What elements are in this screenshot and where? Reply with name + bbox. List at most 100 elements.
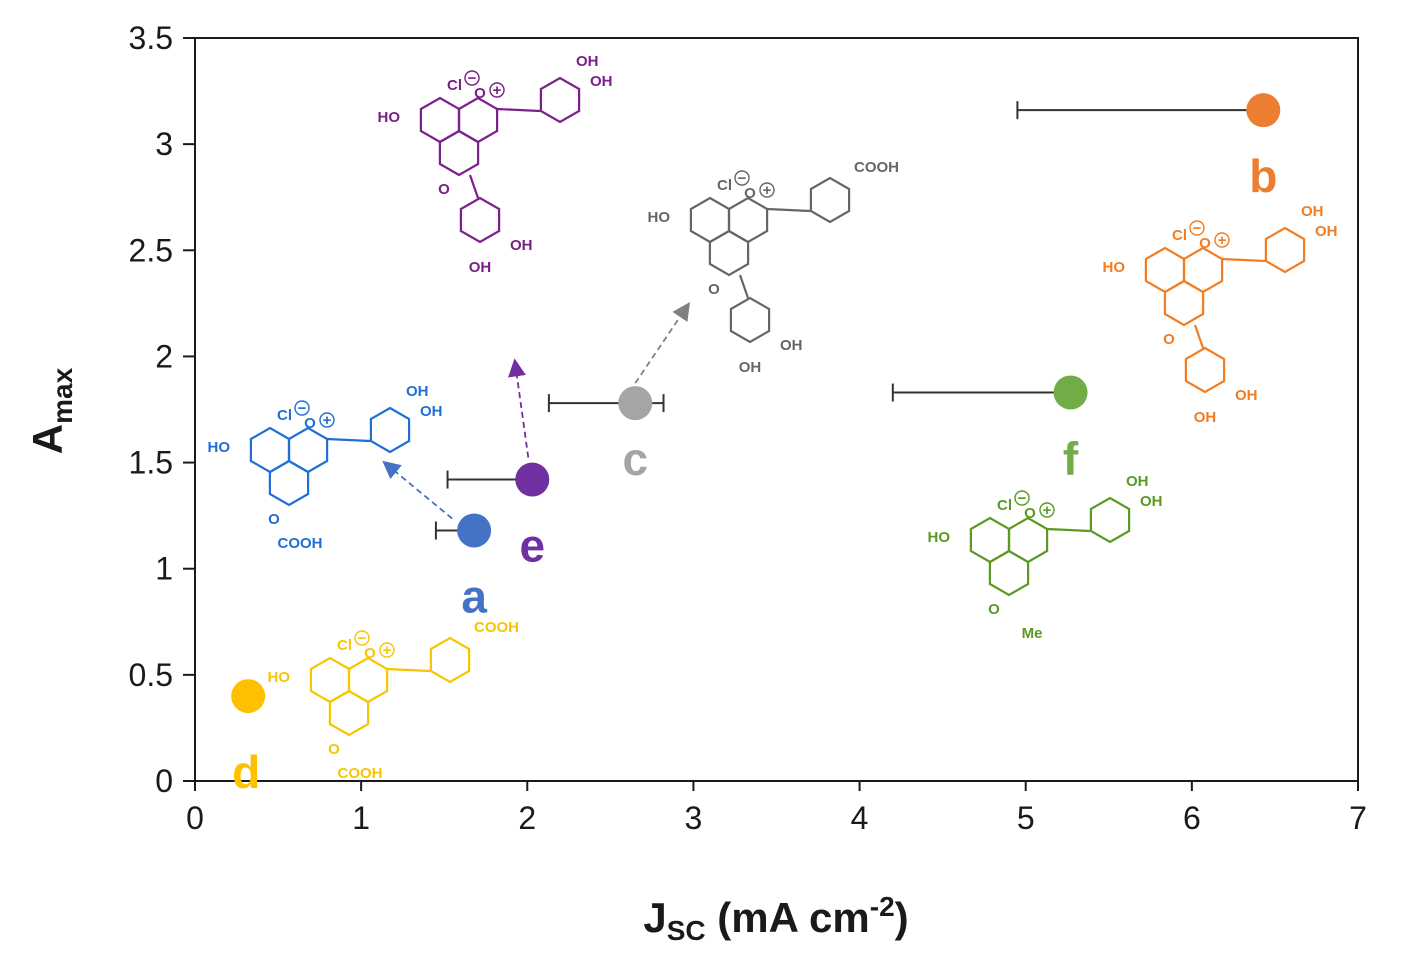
chem-plus: + xyxy=(383,642,392,659)
x-axis-title: JSC (mA cm-2) xyxy=(643,891,908,946)
point-label-c: c xyxy=(622,433,648,485)
ring-phenyl xyxy=(429,636,471,684)
chem-o-ring: O xyxy=(328,741,340,758)
y-tick-label: 0.5 xyxy=(129,657,173,693)
chem-ho: HO xyxy=(928,529,951,546)
x-axis-title-close: ) xyxy=(895,894,909,941)
chem-o-plus: O xyxy=(744,185,756,202)
chem-o-ring: O xyxy=(988,601,1000,618)
point-label-f: f xyxy=(1063,433,1079,485)
ring-lower-phenyl xyxy=(729,296,771,344)
y-ticks: 0 0.5 1 1.5 2 2.5 3 3.5 xyxy=(129,20,195,799)
bond-lower xyxy=(468,174,480,199)
ring-bottom xyxy=(438,129,480,177)
y-axis-title: Amax xyxy=(24,367,78,454)
chem-lower-oh1: OH xyxy=(510,237,533,254)
y-axis-title-main: A xyxy=(24,424,71,454)
x-axis-title-sup: -2 xyxy=(870,891,895,922)
chem-bottom-me: Me xyxy=(1022,625,1043,642)
x-tick-label: 5 xyxy=(1017,800,1035,836)
y-tick-label: 1.5 xyxy=(129,445,173,481)
chem-plus-circle xyxy=(1039,502,1055,518)
point-d xyxy=(231,679,266,714)
y-tick-label: 0 xyxy=(155,763,173,799)
chem-plus: + xyxy=(323,412,332,429)
arrows-layer xyxy=(382,302,691,520)
chem-plus: + xyxy=(1043,502,1052,519)
ring-phenyl xyxy=(539,76,581,124)
structure-f: HO O O Cl −+ OH OH Me xyxy=(928,473,1163,642)
chem-plus-circle xyxy=(319,412,335,428)
chem-plus: + xyxy=(763,182,772,199)
ring-bottom xyxy=(1163,279,1205,327)
structure-d: HO O O Cl −+ COOH COOH xyxy=(268,619,520,782)
bond-link xyxy=(386,667,431,673)
chem-o-ring: O xyxy=(438,181,450,198)
chem-side-oh1: OH xyxy=(576,53,599,70)
x-axis-title-main: J xyxy=(643,894,666,941)
point-label-b: b xyxy=(1249,150,1277,202)
x-tick-label: 7 xyxy=(1349,800,1367,836)
bond-link xyxy=(496,107,541,113)
point-b xyxy=(1246,93,1281,128)
ring-phenyl xyxy=(1264,226,1306,274)
ring-lower-phenyl xyxy=(1184,346,1226,394)
x-axis-title-sub: SC xyxy=(667,915,706,946)
chem-minus-circle xyxy=(464,70,480,86)
structure-c: HO O O Cl −+ COOH OH OH xyxy=(648,159,900,376)
chem-o-ring: O xyxy=(708,281,720,298)
ring-phenyl xyxy=(369,406,411,454)
chem-plus-circle xyxy=(379,642,395,658)
chem-minus-circle xyxy=(1189,220,1205,236)
ring-lower-phenyl xyxy=(459,196,501,244)
chem-o-plus: O xyxy=(1199,235,1211,252)
chem-side-oh2: OH xyxy=(1315,223,1338,240)
bond-lower xyxy=(1193,324,1205,349)
x-tick-label: 3 xyxy=(685,800,703,836)
chem-side-cooh: COOH xyxy=(854,159,899,176)
chem-ho: HO xyxy=(208,439,231,456)
chem-ho: HO xyxy=(648,209,671,226)
y-tick-label: 2 xyxy=(155,338,173,374)
chem-plus-circle xyxy=(1214,232,1230,248)
ring-bottom xyxy=(708,229,750,277)
chem-minus: − xyxy=(468,70,477,87)
chem-lower-oh2: OH xyxy=(739,359,762,376)
y-tick-label: 1 xyxy=(155,551,173,587)
chem-cl: Cl xyxy=(1172,227,1187,244)
x-tick-label: 2 xyxy=(518,800,536,836)
plot-area xyxy=(194,37,1359,782)
x-tick-label: 0 xyxy=(186,800,204,836)
y-axis-title-sub: max xyxy=(47,367,78,423)
chem-side-oh1: OH xyxy=(1126,473,1149,490)
chem-minus-circle xyxy=(294,400,310,416)
x-axis-title-unit: (mA cm xyxy=(706,894,870,941)
x-ticks: 0 1 2 3 4 5 6 7 xyxy=(186,781,1367,836)
chem-cl: Cl xyxy=(277,407,292,424)
chem-minus: − xyxy=(358,630,367,647)
chem-plus: + xyxy=(1218,232,1227,249)
chem-cl: Cl xyxy=(447,77,462,94)
chem-plus-circle xyxy=(759,182,775,198)
chem-minus-circle xyxy=(1014,490,1030,506)
chem-side-oh2: OH xyxy=(1140,493,1163,510)
bond-link xyxy=(1046,527,1091,533)
ring-bottom xyxy=(328,689,370,737)
bond-link xyxy=(1221,257,1266,263)
points-layer xyxy=(231,93,1281,714)
chem-cl: Cl xyxy=(717,177,732,194)
chem-bottom-cooh: COOH xyxy=(278,535,323,552)
y-tick-label: 2.5 xyxy=(129,232,173,268)
point-labels-layer: a b c d e f xyxy=(232,150,1277,798)
chem-o-plus: O xyxy=(304,415,316,432)
chem-lower-oh2: OH xyxy=(1194,409,1217,426)
chem-side-cooh: COOH xyxy=(474,619,519,636)
chem-minus: − xyxy=(1018,490,1027,507)
chem-side-oh1: OH xyxy=(1301,203,1324,220)
bond-link xyxy=(766,207,811,213)
ring-phenyl xyxy=(1089,496,1131,544)
chem-cl: Cl xyxy=(337,637,352,654)
point-label-d: d xyxy=(232,746,260,798)
